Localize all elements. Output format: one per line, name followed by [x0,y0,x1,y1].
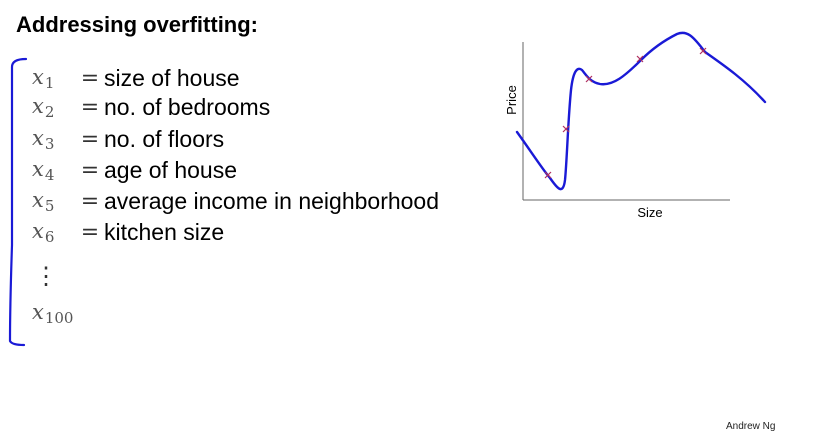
data-points [544,47,707,179]
feature-variable: x1 [32,64,55,92]
feature-description: no. of bedrooms [104,93,271,120]
feature-variable: x5 [32,187,55,215]
data-point-marker [562,125,570,133]
slide-title: Addressing overfitting: [16,12,259,37]
vertical-ellipsis: ⋮ [34,262,58,290]
feature-variable: x4 [32,156,55,184]
feature-row-4: x4 = age of house [32,156,238,184]
feature-variable: x3 [32,125,55,153]
feature-row-1: x1 = size of house [32,64,240,92]
data-point-marker [636,55,644,63]
feature-bracket [8,57,28,347]
feature-description: age of house [104,156,238,183]
equals-sign: = [80,188,100,214]
feature-row-5: x5 = average income in neighborhood [32,187,440,215]
y-axis-label: Price [504,85,519,115]
feature-row-3: x3 = no. of floors [32,125,225,153]
equals-sign: = [80,94,100,120]
equals-sign: = [80,65,100,91]
feature-variable-last: x100 [32,300,74,327]
equals-sign: = [80,126,100,152]
data-point-marker [585,75,593,83]
feature-description: kitchen size [104,218,225,245]
equals-sign: = [80,157,100,183]
price-vs-size-plot: Price Size [504,31,767,220]
author-credit: Andrew Ng [726,421,776,432]
overfit-curve [515,31,767,191]
x-axis-label: Size [637,205,662,220]
feature-variable: x2 [32,93,55,121]
feature-description: no. of floors [104,125,225,152]
feature-row-2: x2 = no. of bedrooms [32,93,271,121]
feature-variable: x6 [32,218,55,246]
data-point-marker [544,171,552,179]
equals-sign: = [80,219,100,245]
feature-description: average income in neighborhood [104,187,440,214]
feature-description: size of house [104,64,240,91]
feature-row-6: x6 = kitchen size [32,218,225,246]
data-point-marker [699,47,707,55]
